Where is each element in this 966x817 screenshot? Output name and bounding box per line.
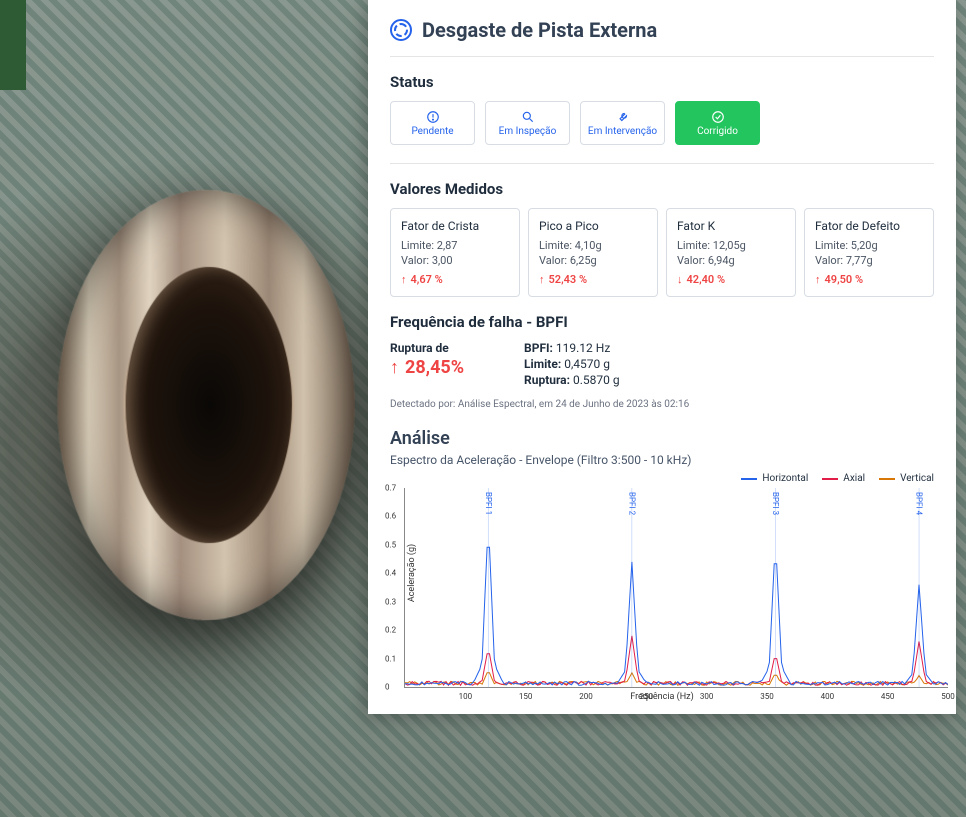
fault-line: Limite: 0,4570 g	[524, 357, 620, 371]
gear-ring-icon	[390, 19, 412, 41]
metric-value: Valor: 3,00	[401, 254, 509, 267]
value-card-pico: Pico a Pico Limite: 4,10g Valor: 6,25g 5…	[528, 208, 658, 297]
metric-delta: 42,40 %	[677, 273, 785, 286]
chart-xtick: 450	[881, 692, 895, 701]
status-button-row: Pendente Em Inspeção Em Intervenção Corr…	[390, 101, 934, 164]
fault-line: Ruptura: 0.5870 g	[524, 373, 620, 387]
chart-ytick: 0.3	[385, 597, 396, 606]
chart-xtick: 150	[519, 692, 533, 701]
metric-limit: Limite: 2,87	[401, 239, 509, 252]
status-corrigido-button[interactable]: Corrigido	[675, 101, 760, 145]
metric-value: Valor: 7,77g	[815, 254, 923, 267]
fault-line: BPFI: 119.12 Hz	[524, 341, 620, 355]
value-card-fatork: Fator K Limite: 12,05g Valor: 6,94g 42,4…	[666, 208, 796, 297]
metric-name: Pico a Pico	[539, 219, 647, 233]
diagnostic-panel: Desgaste de Pista Externa Status Pendent…	[368, 0, 956, 714]
metric-limit: Limite: 12,05g	[677, 239, 785, 252]
search-icon	[521, 110, 535, 124]
legend-item: Axial	[822, 473, 865, 484]
metric-name: Fator K	[677, 219, 785, 233]
legend-swatch	[741, 478, 757, 480]
metric-delta: 49,50 %	[815, 273, 923, 286]
alert-icon	[426, 110, 440, 124]
chart-xtick: 100	[459, 692, 473, 701]
detected-by-text: Detectado por: Análise Espectral, em 24 …	[390, 399, 934, 410]
chart-xtick: 300	[700, 692, 714, 701]
chart-ytick: 0.7	[385, 484, 396, 493]
wrench-icon	[616, 110, 630, 124]
spectrum-chart[interactable]: Aceleração (g) 00.10.20.30.40.50.60.7100…	[404, 488, 948, 688]
chart-xtick: 350	[760, 692, 774, 701]
chart-xtick: 500	[941, 692, 955, 701]
check-circle-icon	[711, 110, 725, 124]
analysis-title: Análise	[390, 428, 934, 449]
chart-legend: Horizontal Axial Vertical	[390, 473, 934, 484]
legend-item: Horizontal	[741, 473, 808, 484]
panel-title: Desgaste de Pista Externa	[422, 18, 657, 42]
status-pendente-button[interactable]: Pendente	[390, 101, 475, 145]
legend-swatch	[879, 478, 895, 480]
chart-ytick: 0	[385, 683, 390, 692]
chart-xtick: 200	[579, 692, 593, 701]
status-label: Em Inspeção	[499, 126, 557, 137]
measured-values-row: Fator de Crista Limite: 2,87 Valor: 3,00…	[390, 208, 934, 297]
metric-name: Fator de Defeito	[815, 219, 923, 233]
chart-xtick: 250	[640, 692, 654, 701]
status-section-title: Status	[390, 73, 934, 91]
decorative-band	[0, 0, 26, 90]
chart-xtick: 400	[821, 692, 835, 701]
rupture-label: Ruptura de	[390, 341, 464, 355]
value-card-crista: Fator de Crista Limite: 2,87 Valor: 3,00…	[390, 208, 520, 297]
measured-section-title: Valores Medidos	[390, 180, 934, 198]
analysis-subtitle: Espectro da Aceleração - Envelope (Filtr…	[390, 453, 934, 467]
metric-delta: 52,43 %	[539, 273, 647, 286]
chart-ytick: 0.2	[385, 626, 396, 635]
rupture-value: 28,45%	[390, 357, 464, 378]
fault-section-title: Frequência de falha - BPFI	[390, 313, 934, 331]
chart-ytick: 0.5	[385, 540, 396, 549]
legend-item: Vertical	[879, 473, 934, 484]
fault-rupture: Ruptura de 28,45%	[390, 341, 464, 389]
value-card-defeito: Fator de Defeito Limite: 5,20g Valor: 7,…	[804, 208, 934, 297]
status-intervencao-button[interactable]: Em Intervenção	[580, 101, 665, 145]
chart-ytick: 0.1	[385, 654, 396, 663]
fault-frequency-row: Ruptura de 28,45% BPFI: 119.12 Hz Limite…	[390, 341, 934, 389]
chart-ytick: 0.4	[385, 569, 396, 578]
metric-delta: 4,67 %	[401, 273, 509, 286]
metric-value: Valor: 6,94g	[677, 254, 785, 267]
metric-value: Valor: 6,25g	[539, 254, 647, 267]
chart-ytick: 0.6	[385, 512, 396, 521]
panel-header: Desgaste de Pista Externa	[390, 18, 934, 57]
legend-swatch	[822, 478, 838, 480]
status-label: Em Intervenção	[588, 126, 657, 137]
fault-details: BPFI: 119.12 Hz Limite: 0,4570 g Ruptura…	[524, 341, 620, 389]
metric-limit: Limite: 4,10g	[539, 239, 647, 252]
metric-name: Fator de Crista	[401, 219, 509, 233]
status-inspecao-button[interactable]: Em Inspeção	[485, 101, 570, 145]
status-label: Pendente	[411, 126, 453, 137]
status-label: Corrigido	[697, 126, 738, 137]
metric-limit: Limite: 5,20g	[815, 239, 923, 252]
